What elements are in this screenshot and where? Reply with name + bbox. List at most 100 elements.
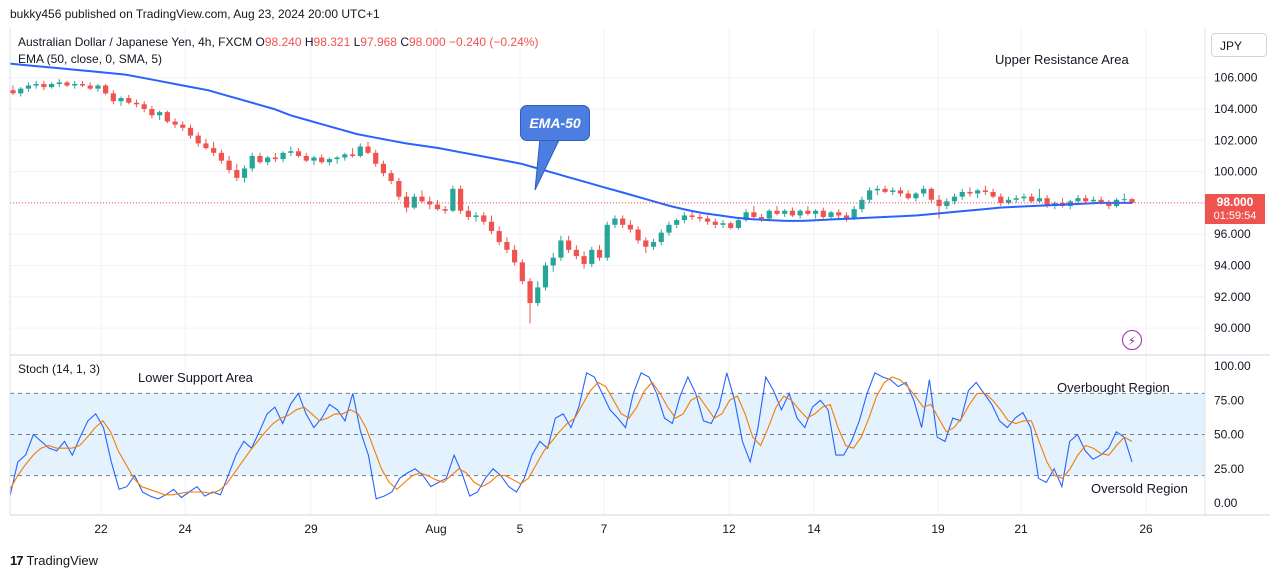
candle-body	[465, 210, 471, 217]
candle-body	[164, 112, 170, 122]
candle	[913, 191, 919, 202]
time-tick-label: 5	[517, 522, 524, 536]
candle-body	[1083, 198, 1089, 202]
candle-body	[751, 212, 757, 217]
candle-body	[10, 90, 16, 94]
lightning-icon[interactable]: ⚡	[1122, 330, 1142, 350]
candle	[496, 226, 502, 246]
candle-body	[527, 281, 533, 304]
candle	[118, 96, 124, 106]
price-tick-label: 106.000	[1214, 71, 1258, 85]
candle	[365, 141, 371, 155]
candle-body	[427, 201, 433, 205]
candle-body	[1021, 196, 1027, 199]
candle-body	[897, 190, 904, 194]
candle	[689, 210, 695, 221]
candle	[581, 251, 587, 269]
candle	[226, 155, 232, 174]
candle-body	[519, 262, 525, 282]
candle	[95, 83, 101, 92]
candle-body	[990, 191, 996, 197]
candle	[635, 226, 641, 244]
stoch-k-line	[9, 372, 1133, 500]
candle-body	[635, 229, 641, 241]
candle	[566, 235, 572, 253]
candle	[319, 154, 325, 164]
candle-body	[48, 83, 55, 88]
candle-body	[25, 85, 32, 89]
ema-legend[interactable]: EMA (50, close, 0, SMA, 5)	[18, 52, 163, 66]
candle-body	[1106, 202, 1112, 207]
candle-body	[712, 221, 718, 225]
candle-body	[735, 220, 742, 228]
candle	[805, 206, 811, 216]
candle	[180, 121, 186, 131]
candle	[874, 185, 880, 196]
currency-button[interactable]: JPY	[1211, 33, 1267, 57]
candle	[535, 281, 541, 307]
candle-body	[41, 83, 47, 88]
ema-callout-pointer	[534, 137, 561, 191]
candle-body	[666, 224, 672, 233]
candle	[975, 188, 981, 199]
candle	[843, 212, 850, 222]
candle-body	[473, 215, 479, 217]
candle-body	[951, 196, 958, 202]
candle-body	[434, 204, 441, 210]
candle-body	[357, 146, 363, 156]
candle-body	[550, 257, 556, 266]
candle-body	[79, 83, 86, 86]
candle	[650, 238, 657, 250]
candle	[1005, 196, 1012, 205]
candle	[789, 207, 796, 217]
time-tick-label: 24	[178, 522, 192, 536]
candle-body	[596, 249, 603, 258]
candle	[211, 141, 217, 156]
candle	[419, 190, 425, 203]
ema-50-callout: EMA-50	[520, 105, 590, 141]
candle-body	[504, 242, 510, 250]
candle-body	[18, 88, 24, 94]
candle-body	[573, 249, 579, 257]
candle-body	[172, 121, 178, 125]
candle-body	[295, 151, 302, 156]
candle-body	[535, 287, 541, 304]
candle-body	[627, 224, 633, 230]
candle	[280, 151, 286, 163]
candle	[157, 110, 163, 120]
candle-body	[334, 157, 340, 160]
candle-body	[921, 188, 927, 194]
candle	[288, 146, 294, 156]
candle	[704, 215, 711, 225]
candle	[959, 188, 965, 200]
candle-body	[612, 218, 618, 225]
candle-body	[481, 215, 487, 222]
price-tick-label: 96.000	[1214, 227, 1251, 241]
candle	[10, 85, 16, 95]
stoch-legend[interactable]: Stoch (14, 1, 3)	[18, 362, 101, 376]
candle	[295, 148, 302, 158]
candle-body	[411, 196, 417, 208]
candle-body	[349, 154, 356, 156]
candle	[442, 206, 448, 214]
candle	[905, 190, 911, 200]
candle-body	[1013, 198, 1019, 200]
time-tick-label: 14	[807, 522, 821, 536]
candle	[396, 177, 402, 200]
candle	[712, 218, 718, 228]
candle	[1029, 193, 1035, 203]
candle	[890, 187, 896, 196]
candle-body	[782, 210, 788, 214]
candle	[18, 87, 24, 97]
candle-body	[388, 173, 394, 181]
candle-body	[488, 221, 495, 232]
candle-body	[928, 188, 934, 200]
candle-body	[774, 210, 780, 214]
candle-body	[681, 215, 687, 221]
candle-body	[33, 83, 39, 86]
candle-body	[851, 209, 857, 219]
candle	[33, 80, 39, 89]
price-tick-label: 104.000	[1214, 102, 1258, 116]
candle-body	[882, 188, 888, 192]
